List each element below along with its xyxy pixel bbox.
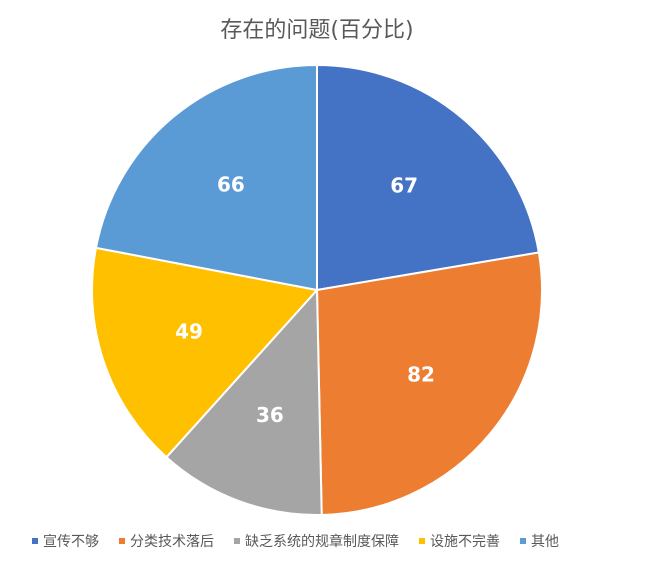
legend-marker: [234, 538, 240, 544]
legend-label: 宣传不够: [43, 534, 99, 550]
legend-marker: [419, 538, 425, 544]
data-label: 49: [175, 320, 203, 344]
pie-slice: [94, 63, 318, 292]
legend: 宣传不够 分类技术落后 缺乏系统的规章制度保障 设施不完善 其他: [32, 533, 559, 550]
pie: 67 82 36 49 66: [91, 63, 543, 516]
data-label: 66: [217, 172, 245, 196]
legend-label: 其他: [531, 534, 559, 550]
data-label: 36: [256, 403, 284, 427]
data-label: 82: [407, 363, 435, 387]
legend-label: 设施不完善: [430, 534, 500, 550]
pie-slice: [165, 287, 323, 516]
legend-label: 缺乏系统的规章制度保障: [245, 533, 399, 550]
data-label: 67: [390, 173, 418, 197]
legend-marker: [119, 538, 125, 544]
legend-label: 分类技术落后: [130, 534, 214, 550]
chart-title: 存在的问题(百分比): [220, 18, 413, 43]
legend-marker: [520, 538, 526, 544]
pie-slice: [315, 251, 543, 516]
legend-marker: [32, 538, 38, 544]
pie-slice: [316, 63, 541, 292]
pie-slice: [91, 246, 319, 459]
